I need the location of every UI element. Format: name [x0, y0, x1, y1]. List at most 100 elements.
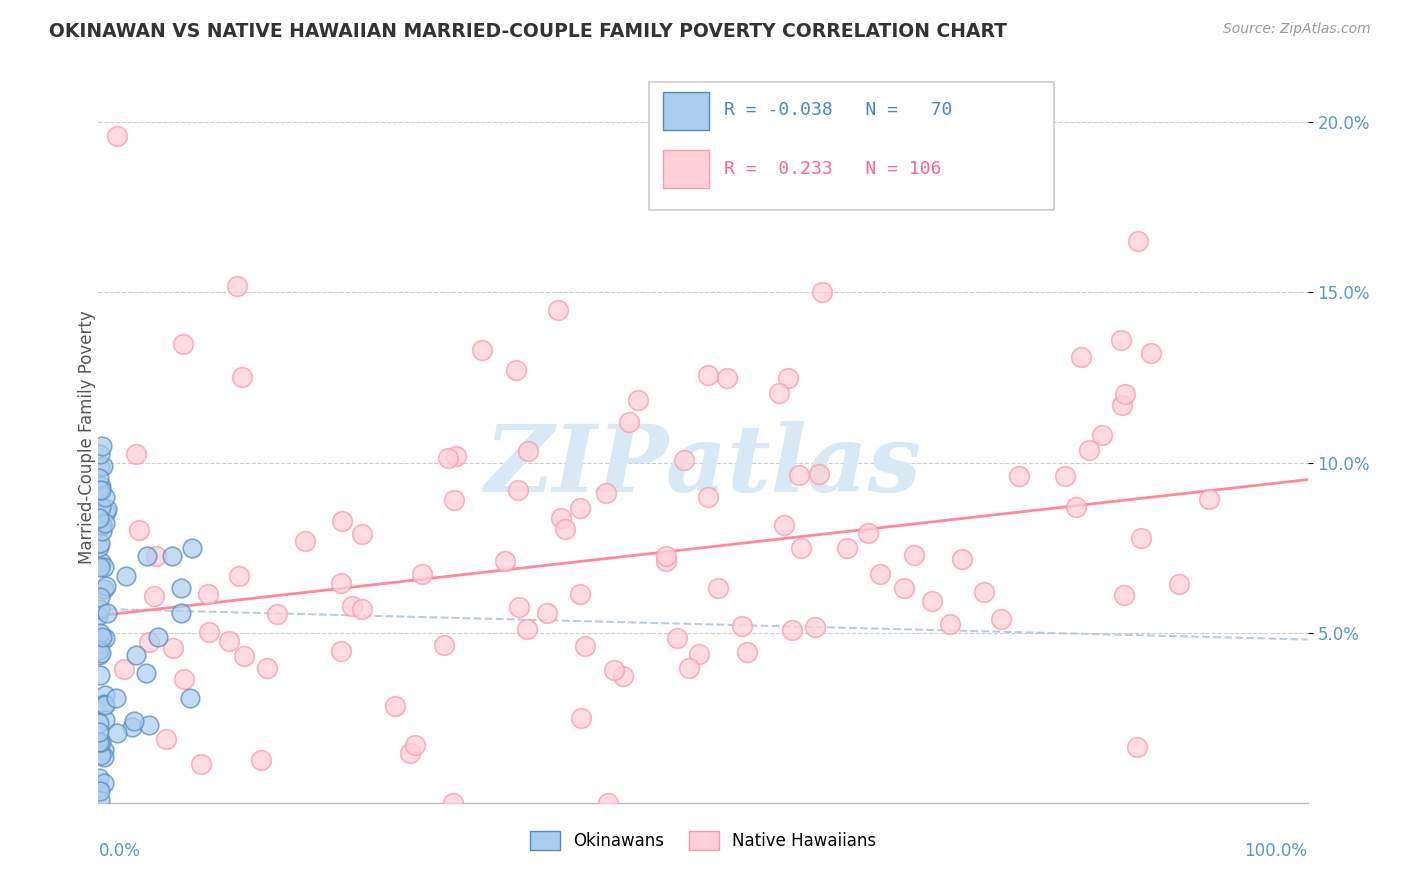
Point	[384, 698, 406, 713]
Point	[90, 483, 112, 497]
Point	[256, 661, 278, 675]
Point	[329, 643, 352, 657]
Point	[433, 638, 456, 652]
Point	[160, 549, 183, 563]
Point	[114, 568, 136, 582]
Point	[595, 486, 617, 500]
Point	[939, 616, 962, 631]
Point	[835, 541, 858, 555]
Text: OKINAWAN VS NATIVE HAWAIIAN MARRIED-COUPLE FAMILY POVERTY CORRELATION CHART: OKINAWAN VS NATIVE HAWAIIAN MARRIED-COUP…	[49, 22, 1007, 41]
Point	[218, 634, 240, 648]
Point	[654, 549, 676, 564]
Point	[138, 718, 160, 732]
Point	[89, 471, 111, 485]
Point	[516, 623, 538, 637]
Point	[672, 452, 695, 467]
Point	[122, 714, 145, 728]
Point	[91, 631, 114, 645]
Point	[93, 743, 115, 757]
Point	[568, 500, 591, 515]
Point	[1111, 398, 1133, 412]
Point	[773, 518, 796, 533]
Point	[554, 522, 576, 536]
Point	[776, 370, 799, 384]
Point	[91, 459, 114, 474]
Point	[437, 450, 460, 465]
Point	[87, 715, 110, 730]
Point	[1053, 468, 1076, 483]
Text: R = -0.038   N =   70: R = -0.038 N = 70	[724, 101, 952, 120]
Point	[1140, 346, 1163, 360]
Point	[90, 555, 112, 569]
Point	[1128, 235, 1150, 249]
Point	[90, 479, 112, 493]
Point	[181, 541, 204, 555]
Point	[89, 447, 111, 461]
Point	[666, 631, 689, 645]
Point	[138, 635, 160, 649]
Point	[697, 368, 720, 383]
Point	[94, 698, 117, 712]
Point	[330, 575, 353, 590]
Point	[89, 784, 111, 798]
FancyBboxPatch shape	[648, 82, 1053, 211]
Point	[93, 582, 115, 596]
Point	[789, 541, 811, 556]
Legend: Okinawans, Native Hawaiians: Okinawans, Native Hawaiians	[523, 824, 883, 856]
Point	[94, 714, 117, 728]
Point	[89, 591, 111, 605]
Point	[89, 460, 111, 475]
Point	[505, 363, 527, 377]
Point	[148, 630, 170, 644]
Point	[121, 720, 143, 734]
Point	[716, 370, 738, 384]
Point	[921, 593, 943, 607]
Point	[226, 278, 249, 293]
Point	[91, 517, 114, 532]
Point	[441, 796, 464, 810]
Point	[143, 589, 166, 603]
Point	[352, 601, 374, 615]
Point	[973, 585, 995, 599]
Point	[87, 483, 110, 497]
Point	[768, 386, 790, 401]
Point	[93, 516, 115, 531]
Bar	[664, 92, 709, 130]
Point	[89, 535, 111, 549]
Text: R =  0.233   N = 106: R = 0.233 N = 106	[724, 160, 941, 178]
Point	[89, 636, 111, 650]
Point	[330, 514, 353, 528]
Point	[678, 660, 700, 674]
Point	[294, 534, 316, 549]
Point	[735, 645, 758, 659]
Point	[688, 647, 710, 661]
Point	[96, 502, 118, 516]
Point	[135, 665, 157, 680]
Point	[91, 439, 114, 453]
Point	[89, 540, 111, 554]
Point	[89, 602, 111, 616]
Point	[89, 735, 111, 749]
Point	[87, 725, 110, 739]
Point	[94, 632, 117, 646]
Point	[804, 620, 827, 634]
Point	[90, 500, 112, 514]
Point	[569, 586, 592, 600]
Point	[87, 648, 110, 662]
Point	[893, 581, 915, 595]
Point	[696, 490, 718, 504]
Point	[856, 525, 879, 540]
Point	[471, 343, 494, 357]
Point	[145, 549, 167, 564]
Point	[231, 370, 253, 384]
Point	[506, 483, 529, 497]
Point	[90, 748, 112, 763]
Point	[87, 771, 110, 785]
Point	[1126, 740, 1149, 755]
Point	[444, 449, 467, 463]
Point	[1008, 468, 1031, 483]
Point	[1114, 386, 1136, 401]
Point	[89, 560, 111, 574]
Point	[93, 776, 115, 790]
Point	[233, 649, 256, 664]
